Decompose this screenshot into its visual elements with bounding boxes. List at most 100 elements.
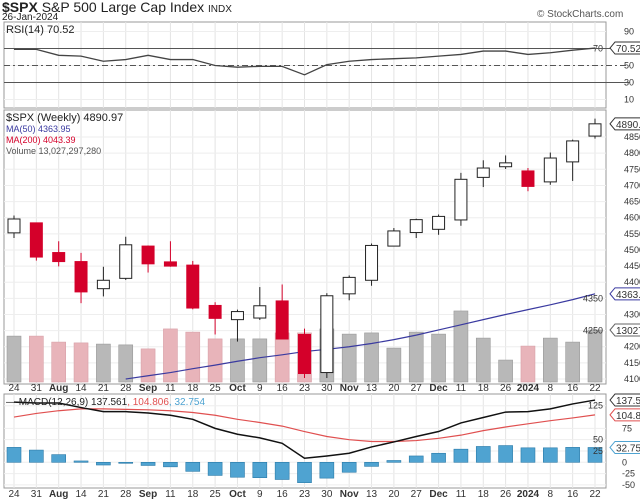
price-tick-label: 4100 <box>624 374 640 384</box>
x-tick-label: 11 <box>456 383 467 394</box>
price-tick-label: 4400 <box>624 277 640 287</box>
x-tick-label: 24 <box>8 383 20 394</box>
x-tick-label: Nov <box>340 383 359 394</box>
volume-bar <box>498 359 513 383</box>
x-tick-label: 27 <box>411 489 423 500</box>
header: $SPX S&P 500 Large Cap Index INDX <box>2 0 232 17</box>
macd-histogram-bar <box>73 460 89 463</box>
candle-body <box>320 295 334 374</box>
x-tick-label: 20 <box>388 383 400 394</box>
exchange: INDX <box>208 4 232 15</box>
x-tick-label: 16 <box>277 383 289 394</box>
x-tick-label: Sep <box>139 489 157 500</box>
x-tick-label: 25 <box>210 489 222 500</box>
macd-tick-label: 25 <box>593 446 603 456</box>
signal-line <box>13 408 596 443</box>
macd-histogram-bar <box>96 461 111 466</box>
macd-tick-label: 75 <box>622 423 632 433</box>
macd-histogram-bar <box>252 461 268 478</box>
candle-body <box>543 157 557 183</box>
x-tick-label: 2024 <box>517 489 540 500</box>
macd-histogram-bar <box>341 461 357 473</box>
price-tick-label: 4250 <box>583 326 603 336</box>
macd-histogram-bar <box>498 445 513 463</box>
x-tick-label: 26 <box>500 489 512 500</box>
x-tick-label: Dec <box>429 489 448 500</box>
volume-bar <box>29 335 44 383</box>
candle-body <box>141 245 155 265</box>
candle-body <box>409 219 423 234</box>
volume-bar <box>51 341 66 383</box>
candle-body <box>52 252 66 263</box>
x-tick-label: 25 <box>210 383 222 394</box>
volume-label: Volume 13,027,297,280 <box>6 146 102 156</box>
signal-last-tag: 104.806 <box>616 411 640 422</box>
macd-histogram-bar <box>207 461 223 476</box>
x-tick-label: 8 <box>548 489 554 500</box>
macd-swatch: — <box>6 397 19 408</box>
volume-last-tag: 1302729 <box>616 326 640 337</box>
x-tick-label: 16 <box>277 489 289 500</box>
x-tick-label: 13 <box>366 383 378 394</box>
volume-bar <box>252 338 268 383</box>
x-tick-label: Sep <box>139 383 157 394</box>
price-tick-label: 4850 <box>624 132 640 142</box>
candle-body <box>365 244 379 281</box>
macd-histogram-bar <box>565 447 580 463</box>
candle-body <box>208 304 222 319</box>
rsi-tick-label: 90 <box>624 27 634 37</box>
x-tick-label: Nov <box>340 489 359 500</box>
macd-histogram-bar <box>29 449 44 463</box>
macd-histogram-bar <box>118 461 134 464</box>
macd-histogram-bar <box>51 454 66 463</box>
volume-bar <box>185 331 201 383</box>
candle-body <box>499 162 513 168</box>
x-tick-label: Aug <box>49 489 68 500</box>
volume-bar <box>408 331 424 383</box>
volume-bar <box>587 329 603 383</box>
price-tick-label: 4450 <box>624 261 640 271</box>
macd-title-label-main: MACD(12,26,9) 137.561 <box>18 397 128 408</box>
x-tick-label: 30 <box>321 489 333 500</box>
x-tick-label: Oct <box>229 383 246 394</box>
x-tick-label: 11 <box>456 489 467 500</box>
macd-tick-label: 50 <box>593 435 603 445</box>
x-tick-label: 18 <box>478 489 490 500</box>
x-tick-label: Aug <box>49 383 68 394</box>
volume-bar <box>565 341 580 383</box>
volume-bar <box>6 335 22 383</box>
candle-body <box>476 167 490 178</box>
x-tick-label: Oct <box>229 489 246 500</box>
x-tick-label: 31 <box>31 383 43 394</box>
macd-histogram-bar <box>140 461 156 466</box>
x-tick-label: 21 <box>98 383 110 394</box>
price-tick-label: 4800 <box>624 148 640 158</box>
candle-body <box>230 311 244 321</box>
price-tick-label: 4750 <box>624 164 640 174</box>
macd-histogram-bar <box>274 461 290 480</box>
macd-histogram-bar <box>543 447 558 463</box>
credit: © StockCharts.com <box>537 9 624 20</box>
x-tick-label: 18 <box>478 383 490 394</box>
candle-body <box>521 170 535 187</box>
candle-body <box>387 230 401 247</box>
x-tick-label: 23 <box>299 489 311 500</box>
price-last-tag-box <box>609 117 640 131</box>
x-tick-label: 11 <box>165 383 176 394</box>
volume-bar <box>96 343 111 383</box>
macd-line <box>13 399 596 460</box>
macd-histogram-bar <box>297 461 312 483</box>
macd-histogram-bar <box>587 447 603 463</box>
macd-title: MACD(12,26,9) 137.561, 104.806, 32.754 <box>19 397 205 408</box>
signal-last-tag-box <box>609 408 640 422</box>
candle-body <box>275 300 289 340</box>
macd-histogram-bar <box>163 461 178 468</box>
volume-bar <box>341 333 357 383</box>
volume-bar <box>274 332 290 383</box>
x-tick-label: 21 <box>98 489 110 500</box>
x-tick-label: 18 <box>187 489 199 500</box>
macd-last-tag-box <box>609 393 640 407</box>
volume-bar <box>73 342 89 383</box>
x-tick-label: 28 <box>120 383 132 394</box>
x-tick-label: 8 <box>548 383 554 394</box>
